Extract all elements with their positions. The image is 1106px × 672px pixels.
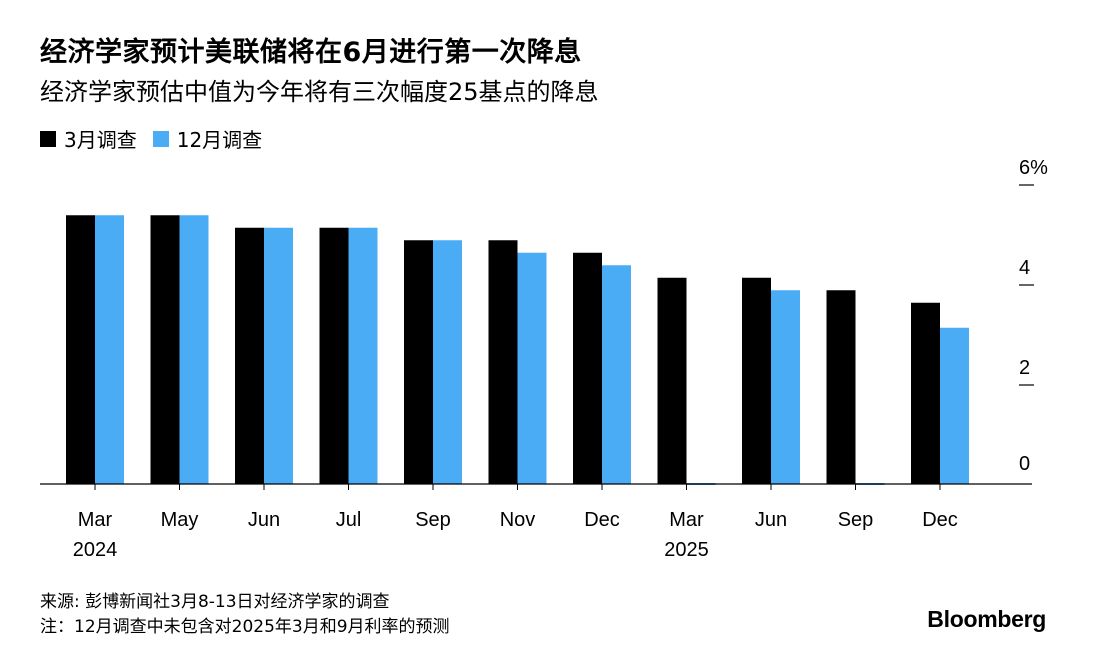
y-tick-label: 6% [1019, 157, 1048, 179]
x-tick-label: Dec [922, 509, 958, 531]
x-tick-label: Mar [78, 509, 113, 531]
bar-march [150, 215, 180, 484]
chart-title: 经济学家预计美联储将在6月进行第一次降息 [40, 37, 582, 68]
x-tick-label: Jun [755, 509, 787, 531]
bar-december [771, 290, 800, 484]
bar-december [95, 215, 124, 484]
chart-subtitle: 经济学家预估中值为今年将有三次幅度25基点的降息 [40, 78, 599, 106]
footnote: 注：12月调查中未包含对2025年3月和9月利率的预测 [40, 617, 450, 637]
bar-december [348, 227, 378, 484]
bar-december [264, 227, 293, 484]
bar-december [602, 265, 631, 484]
x-tick-label: 2025 [664, 539, 709, 561]
x-tick-label: Nov [500, 509, 536, 531]
bar-march [573, 252, 602, 484]
legend-swatch-december [152, 130, 169, 147]
x-tick-label: Jun [248, 509, 280, 531]
legend-label-december: 12月调查 [176, 128, 263, 152]
chart-footer: 来源: 彭博新闻社3月8-13日对经济学家的调查 注：12月调查中未包含对202… [40, 590, 450, 640]
x-tick-label: Dec [584, 509, 620, 531]
x-tick-label: Mar [669, 509, 704, 531]
x-tick-label: Sep [415, 509, 451, 531]
x-tick-label: Jul [336, 509, 362, 531]
bar-december [179, 215, 209, 484]
bar-december [940, 327, 969, 484]
bar-march [488, 240, 518, 484]
bar-march [911, 302, 940, 484]
y-tick-label: 2 [1019, 357, 1030, 379]
legend-swatch-march [40, 130, 56, 147]
x-tick-label: 2024 [73, 539, 118, 561]
bar-march [404, 240, 433, 484]
source-note: 来源: 彭博新闻社3月8-13日对经济学家的调查 [40, 592, 390, 612]
x-tick-label: Sep [838, 509, 874, 531]
bar-december [517, 252, 547, 484]
chart-legend: 3月调查 12月调查 [40, 124, 278, 153]
bar-march [742, 277, 771, 484]
y-tick-label: 0 [1019, 453, 1030, 475]
bloomberg-logo: Bloomberg [927, 606, 1046, 632]
bar-march [235, 227, 264, 484]
bar-december [433, 240, 462, 484]
bar-march [657, 277, 687, 484]
legend-item-december: 12月调查 [152, 124, 263, 153]
bar-march [826, 290, 856, 484]
legend-label-march: 3月调查 [64, 128, 137, 152]
bar-march [319, 227, 349, 484]
bar-chart: Mar 2024 May Jun Jul Sep Nov Dec Mar 2025 Jun Sep De… [40, 157, 1048, 561]
y-tick-label: 4 [1019, 257, 1030, 279]
bar-march [66, 215, 95, 484]
legend-item-march: 3月调查 [40, 124, 137, 153]
x-tick-label: May [161, 509, 199, 531]
